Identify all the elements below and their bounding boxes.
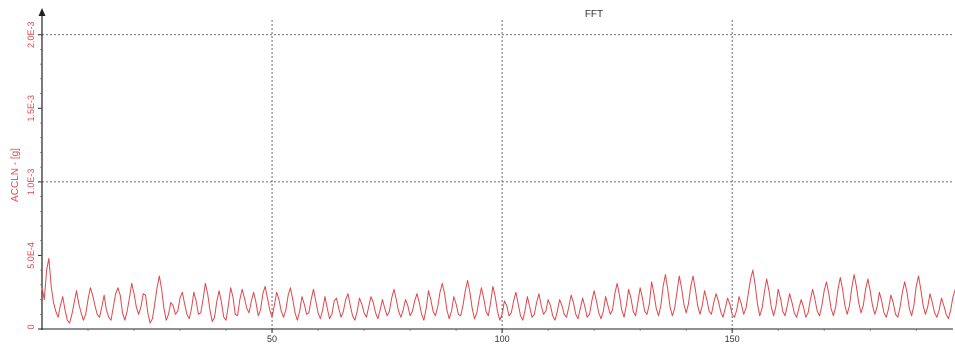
y-tick-label: 5.0E-4	[26, 242, 36, 269]
tick-labels: 0 5.0E-4 1.0E-3 1.5E-3 2.0E-3 50 100 150	[26, 21, 917, 344]
x-tick-label: 150	[725, 334, 740, 344]
y-tick-label: 2.0E-3	[26, 21, 36, 48]
series-layer	[41, 257, 955, 324]
y-axis-label: ACCLN - [g]	[10, 148, 21, 202]
x-tick-label: 100	[495, 334, 510, 344]
grid-lines	[42, 20, 953, 329]
axes	[38, 8, 953, 330]
series-line	[41, 257, 955, 324]
y-tick-label: 1.5E-3	[26, 95, 36, 122]
y-tick-label: 1.0E-3	[26, 169, 36, 196]
y-axis-arrow	[38, 8, 46, 16]
chart-title: FFT	[585, 9, 603, 20]
x-tick-label: 50	[267, 334, 277, 344]
y-tick-label: 0	[26, 324, 36, 329]
